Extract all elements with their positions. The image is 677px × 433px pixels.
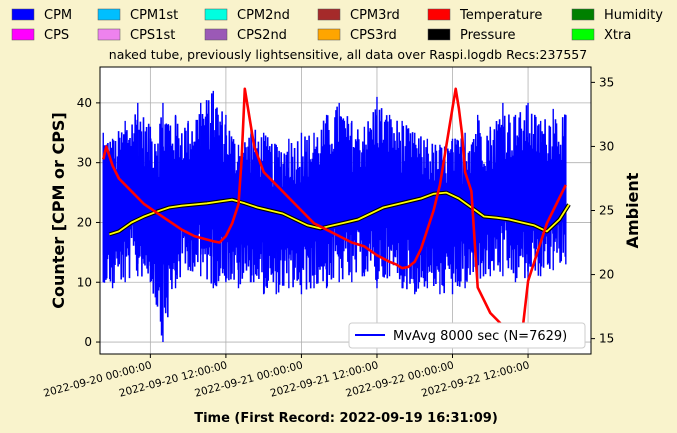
y-tick-label: 30 <box>77 156 92 170</box>
moving-average-legend: MvAvg 8000 sec (N=7629) <box>348 322 586 349</box>
legend-label-xtra: Xtra <box>604 28 631 43</box>
y2-tick-label: 20 <box>599 268 614 282</box>
legend-label-cpm1st: CPM1st <box>130 8 178 23</box>
legend-swatch-xtra <box>571 28 595 41</box>
legend-swatch-cpm1st <box>97 8 121 21</box>
legend-label-pressure: Pressure <box>460 28 516 43</box>
series-layer <box>102 87 571 343</box>
legend-swatch-cpm <box>11 8 35 21</box>
y2-tick-label: 25 <box>599 204 614 218</box>
legend-swatch-cps1st <box>97 28 121 41</box>
y-tick-label: 0 <box>84 335 92 349</box>
legend-label-temperature: Temperature <box>459 8 542 23</box>
moving-average-legend-box <box>348 322 586 349</box>
y-tick-label: 40 <box>77 96 92 110</box>
y-axis-label: Counter [CPM or CPS] <box>49 112 68 309</box>
legend-label-cpm: CPM <box>44 8 72 23</box>
legend-label-humidity: Humidity <box>604 8 663 23</box>
legend-label-cpm3rd: CPM3rd <box>350 8 400 23</box>
legend-swatch-pressure <box>427 28 451 41</box>
legend-label-cpm2nd: CPM2nd <box>237 8 290 23</box>
y-tick-label: 10 <box>77 275 92 289</box>
y2-tick-label: 15 <box>599 332 614 346</box>
y2-axis-label: Ambient <box>623 172 642 248</box>
legend-label-cps3rd: CPS3rd <box>350 28 397 43</box>
legend-swatch-temperature <box>427 8 451 21</box>
figure-legend: CPM CPM1st CPM2nd CPM3rd Temperature Humidity… <box>11 8 663 43</box>
series-mvavg-line <box>109 191 570 236</box>
legend-swatch-cps <box>11 28 35 41</box>
y-axis-ticks: 0 10 20 30 40 <box>77 96 100 349</box>
chart-title: naked tube, previously lightsensitive, a… <box>109 47 587 62</box>
series-cpm-line <box>102 93 567 336</box>
moving-average-legend-label: MvAvg 8000 sec (N=7629) <box>393 329 567 344</box>
y2-tick-label: 30 <box>599 139 614 153</box>
legend-swatch-cpm2nd <box>204 8 228 21</box>
x-axis-label: Time (First Record: 2022-09-19 16:31:09) <box>194 411 498 426</box>
legend-label-cps1st: CPS1st <box>130 28 175 43</box>
legend-swatch-cps3rd <box>317 28 341 41</box>
legend-swatch-cps2nd <box>204 28 228 41</box>
y2-axis-ticks: 15 20 25 30 35 <box>591 75 614 346</box>
y-tick-label: 20 <box>77 215 92 229</box>
legend-label-cps2nd: CPS2nd <box>237 28 287 43</box>
legend-swatch-humidity <box>571 8 595 21</box>
legend-swatch-cpm3rd <box>317 8 341 21</box>
y2-tick-label: 35 <box>599 75 614 89</box>
legend-label-cps: CPS <box>44 28 69 43</box>
